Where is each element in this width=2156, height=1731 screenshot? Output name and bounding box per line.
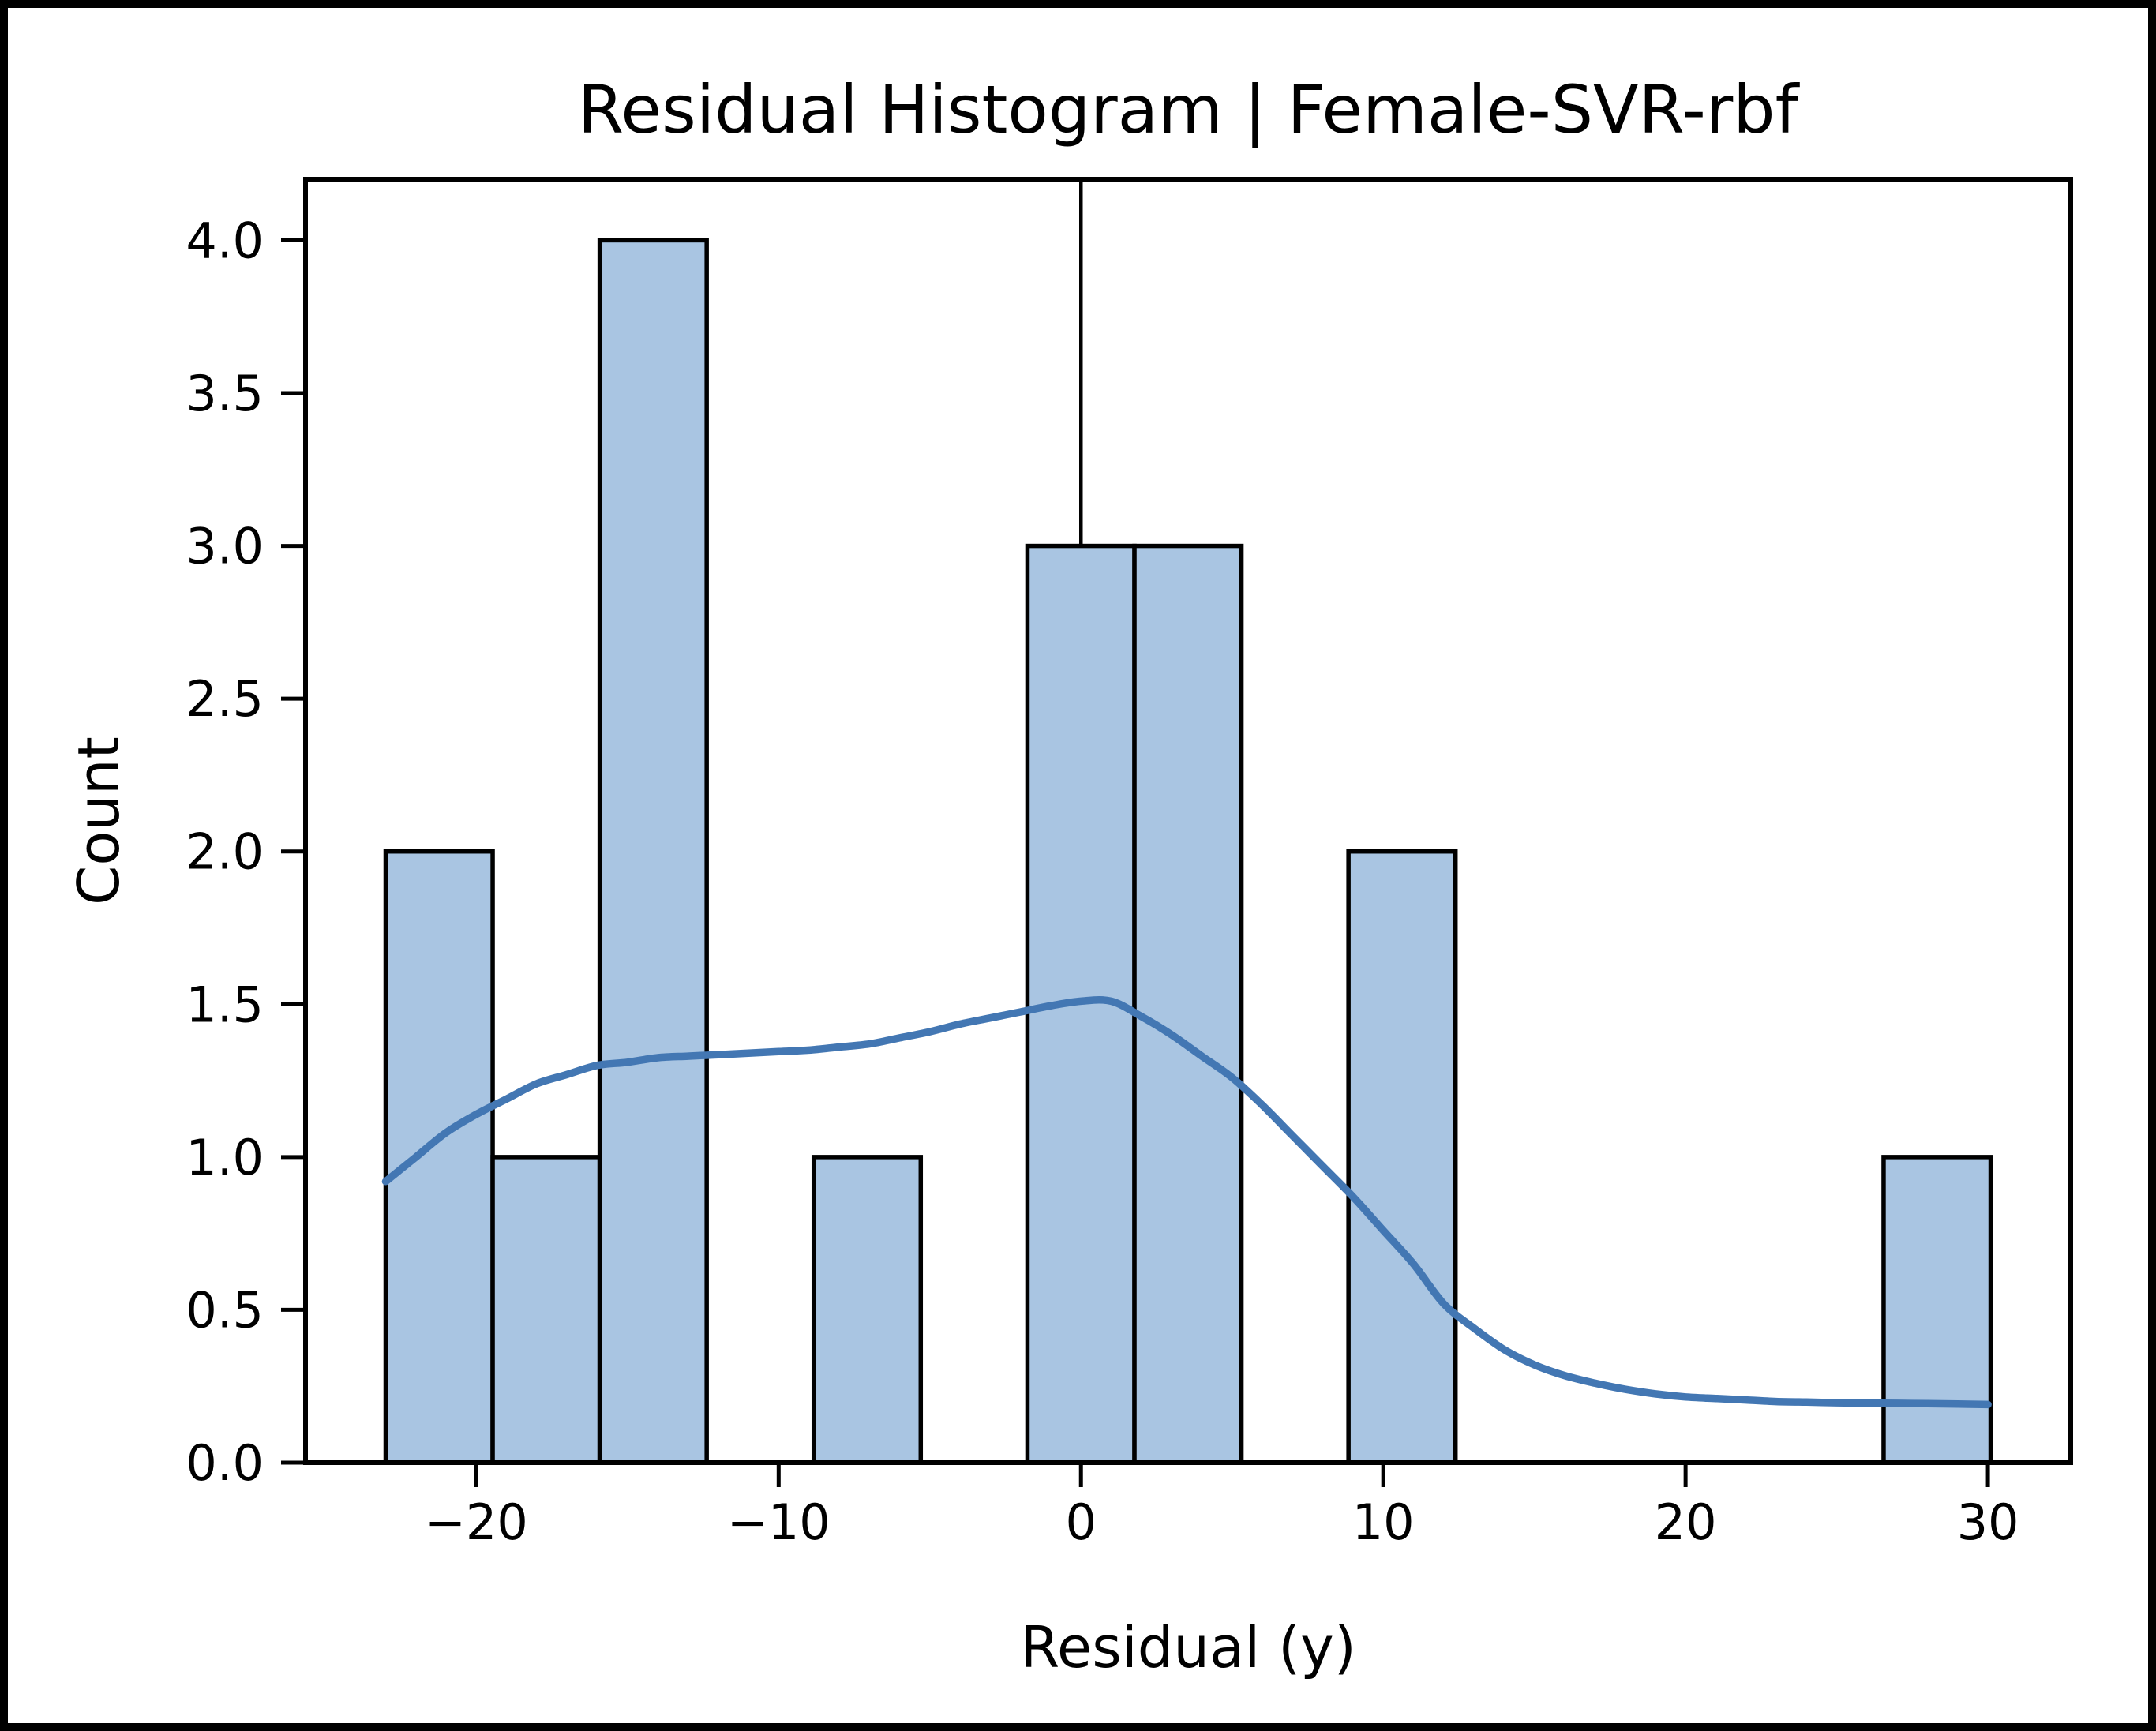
histogram-bar	[490, 1155, 602, 1465]
histogram-bar	[1132, 543, 1244, 1465]
x-tick-label: 0	[1066, 1493, 1097, 1551]
y-tick-label: 3.5	[186, 365, 264, 422]
kde-curve	[381, 995, 1992, 1409]
histogram-bar	[811, 1155, 924, 1465]
x-axis-ticks: −20 −10 0 10 20 30	[425, 1463, 2019, 1551]
plot-area-border	[303, 177, 2073, 1465]
y-tick-label: 1.5	[186, 976, 264, 1033]
y-tick-label: 3.0	[186, 518, 264, 575]
x-tick-label: −20	[425, 1493, 528, 1551]
histogram-bars	[383, 238, 1993, 1465]
x-tick-label: 30	[1957, 1493, 2019, 1551]
x-tick-label: 20	[1655, 1493, 1717, 1551]
y-tick-label: 2.5	[186, 670, 264, 728]
x-tick-label: 10	[1352, 1493, 1415, 1551]
x-tick-label: −10	[727, 1493, 831, 1551]
y-tick-label: 1.0	[186, 1129, 264, 1186]
y-tick-label: 0.0	[186, 1434, 264, 1492]
histogram-bar	[1346, 849, 1458, 1465]
chart-title: Residual Histogram | Female-SVR-rbf	[578, 71, 1801, 148]
histogram-bar	[383, 849, 495, 1465]
y-tick-label: 2.0	[186, 823, 264, 881]
y-axis-ticks: 0.0 0.5 1.0 1.5 2.0 2.5 3.0 3.5 4.0	[186, 212, 306, 1492]
x-axis-label: Residual (y)	[1020, 1614, 1356, 1680]
histogram-bar	[1881, 1155, 1993, 1465]
histogram-bar	[597, 238, 709, 1465]
y-tick-label: 4.0	[186, 212, 264, 269]
y-tick-label: 0.5	[186, 1281, 264, 1339]
y-axis-label: Count	[66, 736, 132, 905]
